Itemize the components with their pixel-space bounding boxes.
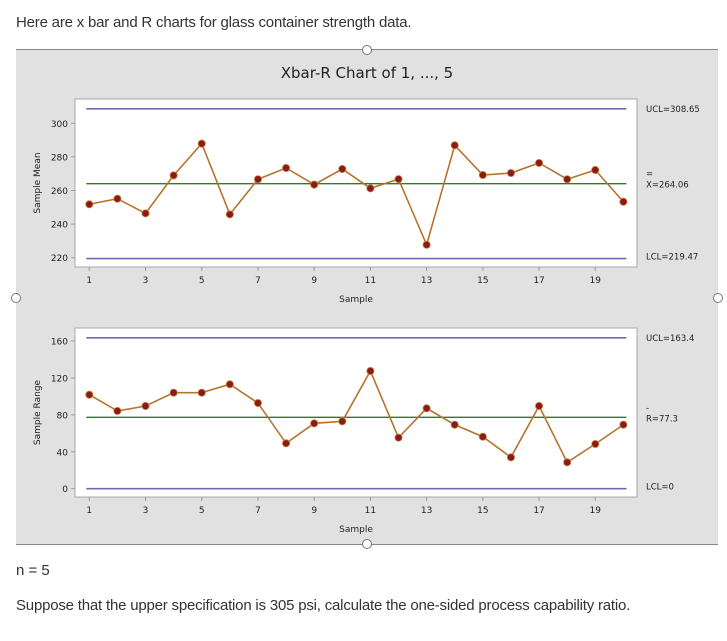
x-tick-label: 19 (590, 506, 602, 516)
ucl-label: UCL=308.65 (646, 105, 700, 115)
x-tick-label: 11 (365, 506, 376, 516)
x-tick-label: 17 (533, 506, 544, 516)
x-tick-label: 9 (311, 276, 317, 286)
x-tick-label: 7 (255, 506, 261, 516)
sample-size-text: n = 5 (16, 562, 50, 579)
data-point (197, 388, 206, 397)
lcl-label: LCL=219.47 (646, 253, 698, 263)
x-tick-label: 1 (86, 276, 92, 286)
data-point (450, 420, 459, 429)
data-point (141, 209, 150, 218)
x-tick-label: 5 (199, 506, 205, 516)
center-bar-label: = (646, 170, 653, 180)
x-tick-label: 15 (477, 506, 488, 516)
x-tick-label: 7 (255, 276, 261, 286)
x-axis-label: Sample (339, 525, 373, 535)
data-point (169, 171, 178, 180)
data-point (338, 417, 347, 426)
data-point (563, 458, 572, 467)
lcl-label: LCL=0 (646, 483, 674, 493)
y-tick-label: 80 (57, 411, 69, 421)
data-point (563, 175, 572, 184)
data-point (141, 401, 150, 410)
data-line (89, 142, 624, 248)
y-tick-label: 0 (62, 485, 68, 495)
data-point (253, 399, 262, 408)
data-point (450, 141, 459, 150)
y-tick-label: 40 (57, 448, 69, 458)
data-point (85, 200, 94, 209)
data-point (282, 163, 291, 172)
question-text: Suppose that the upper specification is … (16, 597, 631, 614)
y-tick-label: 300 (51, 120, 68, 130)
chart-frame[interactable]: Xbar-R Chart of 1, ..., 5 220 240 260 280 30… (11, 45, 723, 549)
data-point (366, 184, 375, 193)
y-tick-label: 280 (51, 153, 68, 163)
data-point (113, 194, 122, 203)
data-point (478, 432, 487, 441)
plot-area (74, 327, 638, 498)
data-point (310, 180, 319, 189)
data-point (591, 440, 600, 449)
x-tick-label: 3 (143, 506, 149, 516)
y-tick-label: 240 (51, 221, 68, 231)
resize-handle-right[interactable] (713, 293, 723, 303)
data-point (225, 210, 234, 219)
resize-handle-bottom[interactable] (362, 539, 372, 549)
chart-title: Xbar-R Chart of 1, ..., 5 (280, 64, 454, 82)
data-point (169, 388, 178, 397)
data-point (506, 169, 515, 178)
y-tick-label: 260 (51, 187, 68, 197)
data-point (619, 197, 628, 206)
data-point (422, 404, 431, 413)
data-point (338, 164, 347, 173)
x-tick-label: 15 (477, 276, 488, 286)
data-point (619, 420, 628, 429)
data-point (394, 175, 403, 184)
y-tick-label: 220 (51, 254, 68, 264)
x-tick-label: 11 (365, 276, 376, 286)
resize-handle-left[interactable] (11, 293, 21, 303)
data-point (591, 166, 600, 175)
y-tick-label: 120 (51, 374, 68, 384)
data-point (85, 390, 94, 399)
data-point (113, 406, 122, 415)
resize-handle-top[interactable] (362, 45, 372, 55)
data-point (535, 158, 544, 167)
data-point (282, 439, 291, 448)
data-point (197, 139, 206, 148)
x-tick-label: 13 (421, 506, 432, 516)
data-point (506, 453, 515, 462)
x-axis-label: Sample (339, 295, 373, 305)
ucl-label: UCL=163.4 (646, 334, 694, 344)
intro-text: Here are x bar and R charts for glass co… (16, 14, 412, 31)
data-point (422, 240, 431, 249)
x-tick-label: 3 (143, 276, 149, 286)
data-point (225, 380, 234, 389)
x-tick-label: 1 (86, 506, 92, 516)
data-point (366, 367, 375, 376)
x-tick-label: 9 (311, 506, 317, 516)
y-axis-label: Sample Range (33, 379, 43, 445)
data-point (535, 401, 544, 410)
center-label: R=77.3 (646, 414, 678, 424)
y-tick-label: 160 (51, 338, 68, 348)
x-tick-label: 13 (421, 276, 432, 286)
center-label: X=264.06 (646, 181, 689, 191)
x-tick-label: 17 (533, 276, 544, 286)
x-tick-label: 19 (590, 276, 602, 286)
y-axis-label: Sample Mean (33, 152, 43, 213)
data-point (478, 171, 487, 180)
data-line (88, 369, 624, 464)
data-point (394, 433, 403, 442)
data-point (253, 175, 262, 184)
x-tick-label: 5 (199, 276, 205, 286)
center-bar-label: - (646, 403, 649, 413)
data-point (310, 419, 319, 428)
